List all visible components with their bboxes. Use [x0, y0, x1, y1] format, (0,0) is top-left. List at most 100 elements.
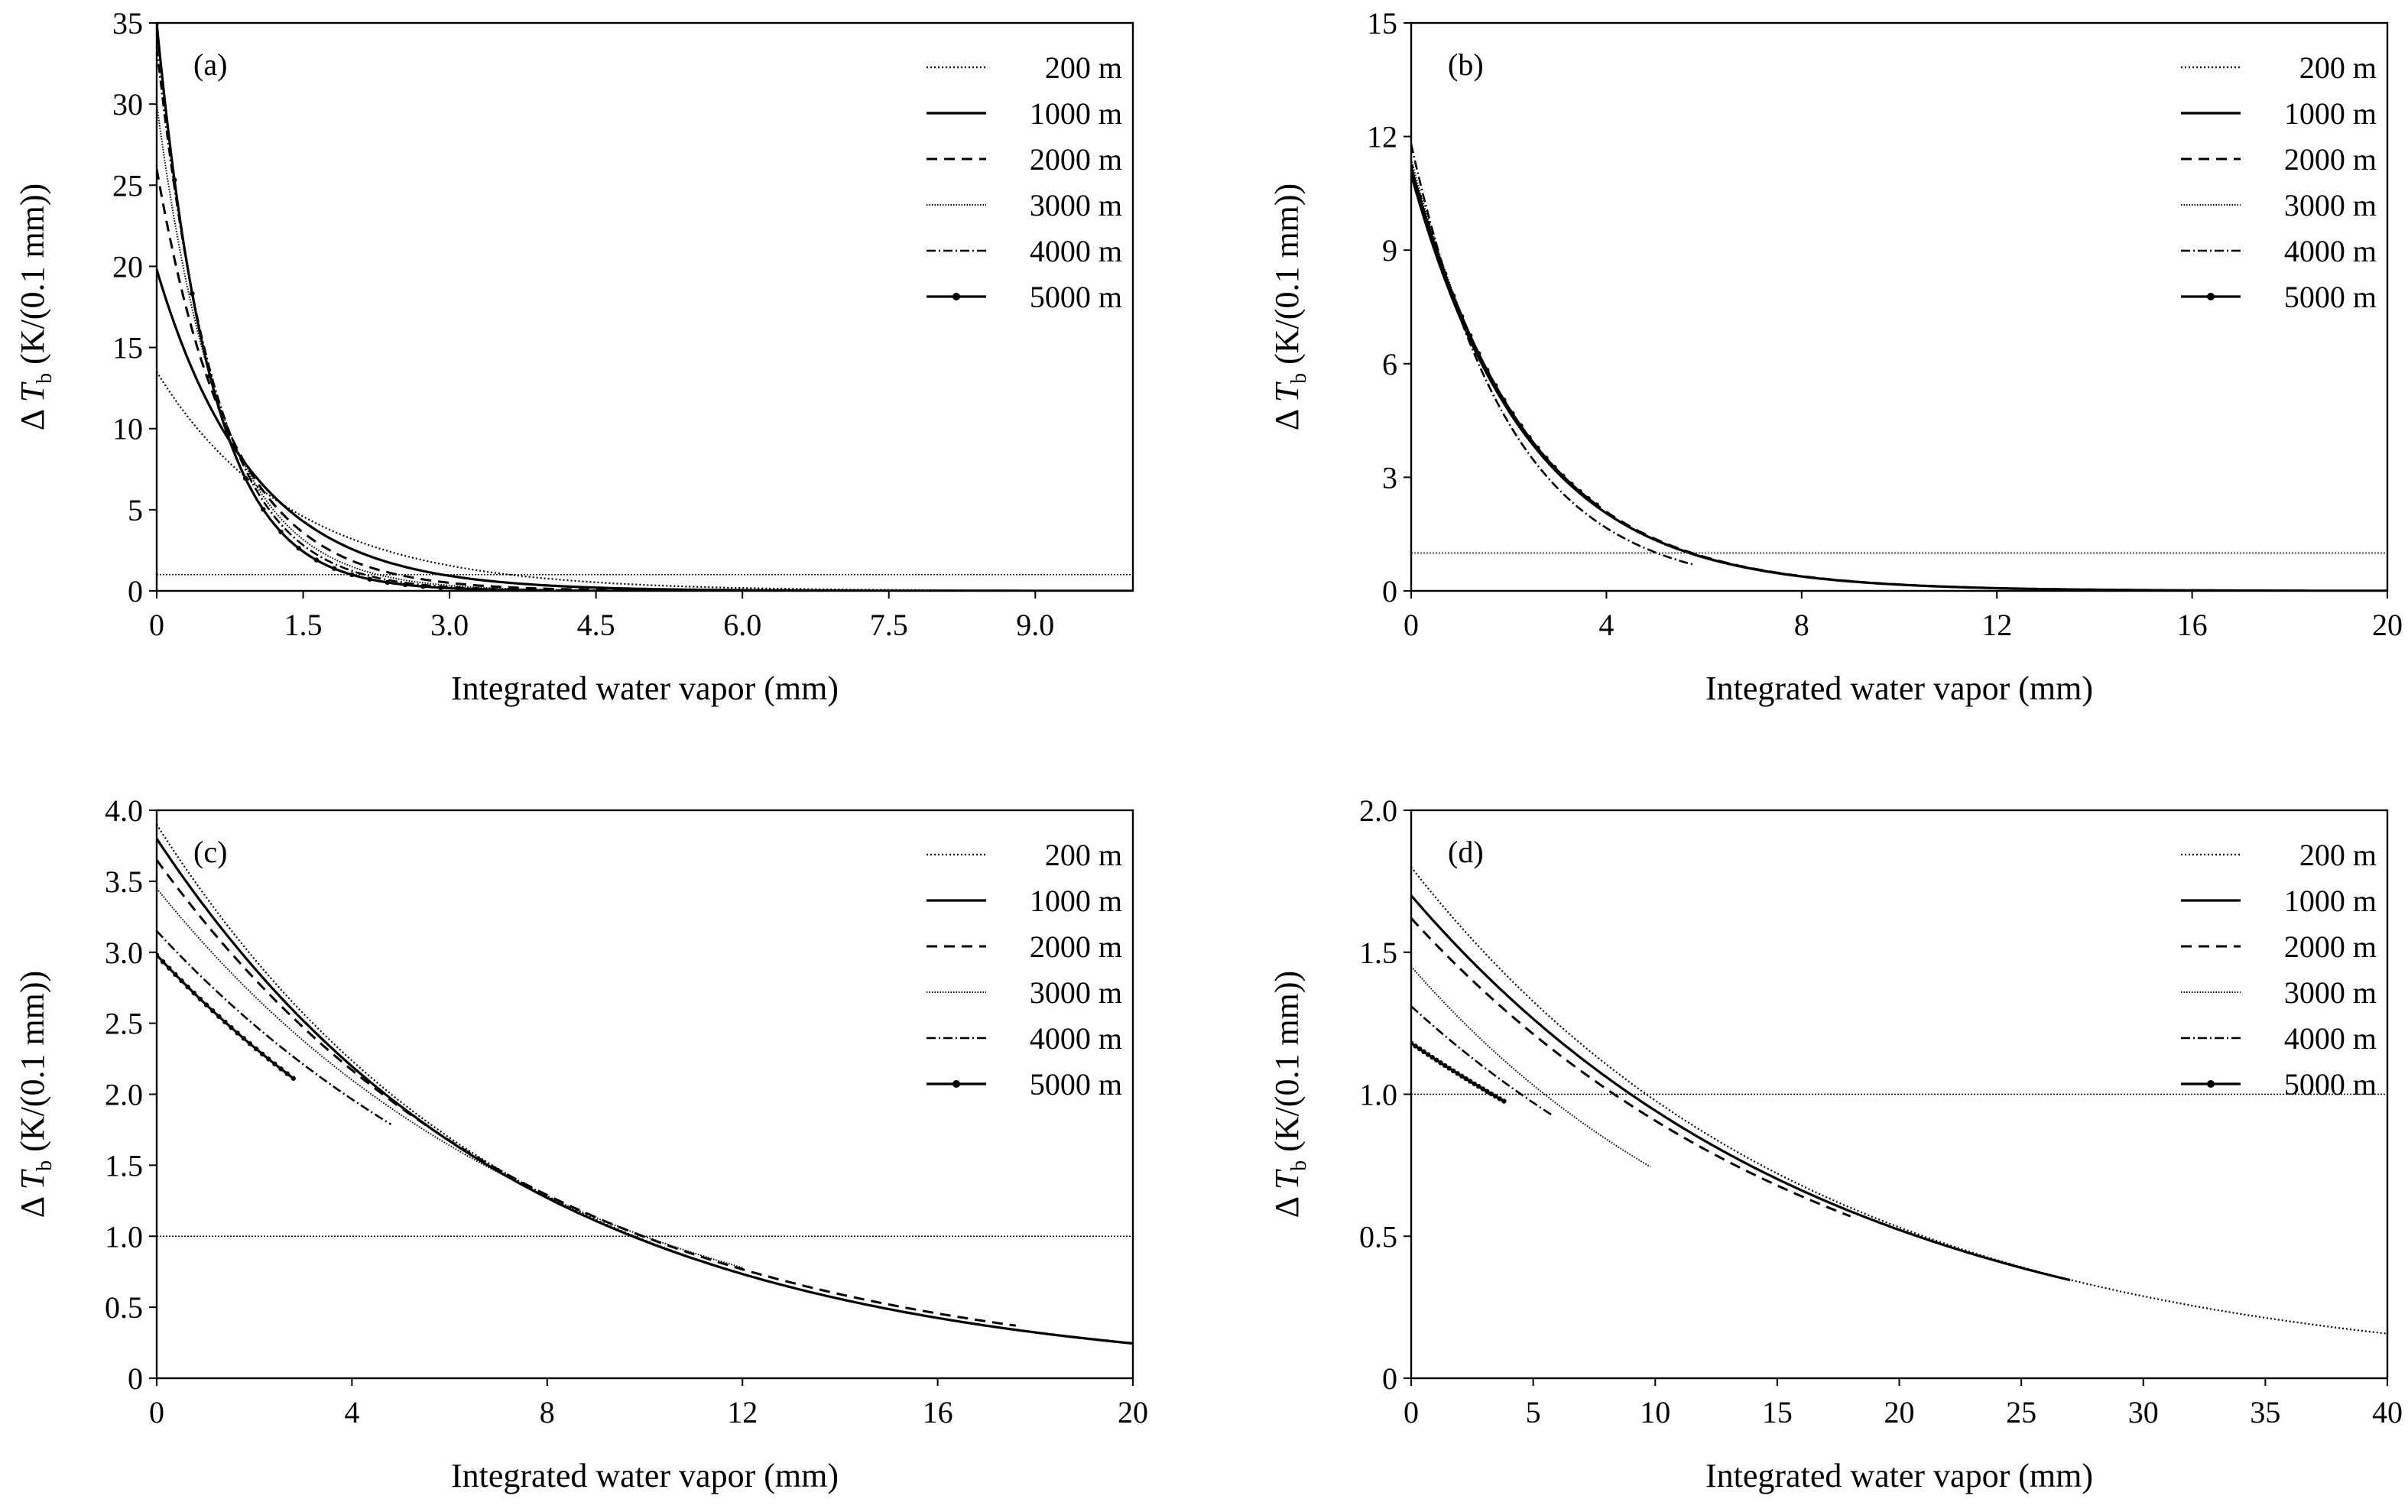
series-marker [1560, 473, 1566, 479]
series-marker [1501, 1098, 1507, 1104]
series-line-1000m [1411, 174, 2387, 591]
x-tick-label: 20 [1884, 1395, 1915, 1429]
series-marker [473, 586, 479, 591]
y-axis-title: Δ Tb (K/(0.1 mm)) [14, 183, 57, 430]
series-line-1000m [1411, 894, 2071, 1282]
series-marker [241, 1036, 246, 1041]
legend-label: 200 m [2299, 838, 2377, 872]
y-tick-label: 1.5 [1359, 936, 1397, 970]
legend-label: 5000 m [2284, 1067, 2377, 1102]
series-marker [1543, 456, 1549, 461]
y-tick-label: 3.0 [105, 936, 143, 970]
plot-frame [1410, 21, 2389, 592]
x-tick-label: 8 [1794, 608, 1809, 642]
x-tick-label: 4 [344, 1395, 359, 1429]
y-tick-label: 5 [128, 493, 143, 527]
legend-label: 5000 m [1030, 1067, 1122, 1102]
series-line-1000m [157, 838, 1133, 1345]
y-tick-label: 1.0 [105, 1219, 143, 1254]
y-tick-label: 12 [1367, 120, 1397, 154]
x-axis-title: Integrated water vapor (mm) [1705, 1457, 2093, 1494]
panel-label: (a) [193, 47, 227, 82]
x-tick-label: 7.5 [870, 608, 908, 642]
y-axis-units: (K/(0.1 mm)) [1268, 183, 1306, 373]
legend-label: 2000 m [1030, 930, 1122, 964]
y-tick-label: 1.5 [105, 1148, 143, 1183]
series-line-200m [1411, 174, 2387, 591]
legend-label: 5000 m [1030, 280, 1122, 314]
series-marker [1463, 1076, 1468, 1082]
series-marker [197, 996, 203, 1002]
plot-frame [155, 21, 1134, 592]
y-axis-delta: Δ [14, 402, 51, 430]
y-tick-label: 20 [112, 249, 143, 284]
series-line-4000m [157, 930, 392, 1126]
series-marker [1459, 1073, 1465, 1079]
x-axis-title: Integrated water vapor (mm) [451, 670, 839, 707]
y-axis-title: Δ Tb (K/(0.1 mm)) [1268, 183, 1311, 430]
legend-label: 200 m [1045, 50, 1122, 85]
x-tick-label: 20 [1118, 1395, 1148, 1429]
x-tick-label: 25 [2006, 1395, 2036, 1429]
series-marker [247, 1041, 253, 1046]
series-marker [172, 177, 177, 183]
series-marker [1518, 423, 1524, 429]
series-marker [1468, 1079, 1473, 1084]
legend-label: 4000 m [1030, 234, 1122, 268]
series-marker [229, 1025, 234, 1030]
series-line-4000m [1411, 144, 1695, 566]
panel-label: (b) [1448, 47, 1484, 82]
x-axis-title: Integrated water vapor (mm) [1705, 670, 2093, 707]
series-marker [438, 585, 443, 591]
series-marker [179, 978, 184, 984]
legend-label: 3000 m [2284, 188, 2377, 222]
x-tick-label: 20 [2372, 608, 2403, 642]
series-line-200m [157, 824, 1133, 1345]
y-tick-label: 3.5 [105, 865, 143, 899]
y-tick-label: 30 [112, 87, 143, 122]
series-marker [1450, 1068, 1456, 1074]
y-tick-label: 4.0 [105, 793, 143, 828]
x-tick-label: 10 [1640, 1395, 1670, 1429]
series-marker [1433, 1057, 1439, 1063]
series-marker [420, 584, 426, 589]
series-line-5000m [157, 23, 547, 591]
x-tick-label: 16 [923, 1395, 953, 1429]
x-tick-label: 15 [1762, 1395, 1793, 1429]
legend-label: 3000 m [2284, 975, 2377, 1010]
series-marker [203, 1002, 209, 1007]
x-tick-label: 3.0 [430, 608, 469, 642]
y-tick-label: 0 [1382, 574, 1397, 608]
legend-label: 1000 m [1030, 96, 1122, 131]
series-marker [216, 1014, 222, 1019]
series-marker [1535, 445, 1540, 451]
series-marker [1455, 1071, 1460, 1076]
series-marker [225, 433, 231, 438]
y-axis-delta: Δ [1268, 1189, 1306, 1218]
legend-label: 5000 m [2284, 280, 2377, 314]
x-axis-title: Integrated water vapor (mm) [451, 1457, 839, 1494]
series-marker [278, 1066, 284, 1072]
series-marker [1569, 482, 1574, 487]
legend-marker [2207, 293, 2215, 300]
series-marker [349, 572, 355, 578]
y-axis-subscript: b [33, 1160, 57, 1171]
legend-marker [2207, 1080, 2215, 1088]
legend-marker [952, 293, 960, 300]
series-marker [207, 373, 213, 378]
series-marker [266, 1056, 271, 1062]
series-marker [402, 582, 408, 588]
legend-label: 1000 m [1030, 884, 1122, 918]
series-marker [1485, 368, 1490, 373]
series-marker [527, 587, 532, 591]
series-marker [185, 984, 190, 990]
x-tick-label: 16 [2177, 608, 2208, 642]
series-marker [1485, 1089, 1490, 1094]
series-marker [173, 972, 178, 978]
x-tick-label: 4.5 [577, 608, 615, 642]
series-marker [222, 1019, 228, 1025]
series-marker [1552, 465, 1557, 470]
series-line-1000m [157, 269, 1133, 591]
legend-marker [952, 1080, 960, 1088]
series-marker [1594, 502, 1599, 508]
